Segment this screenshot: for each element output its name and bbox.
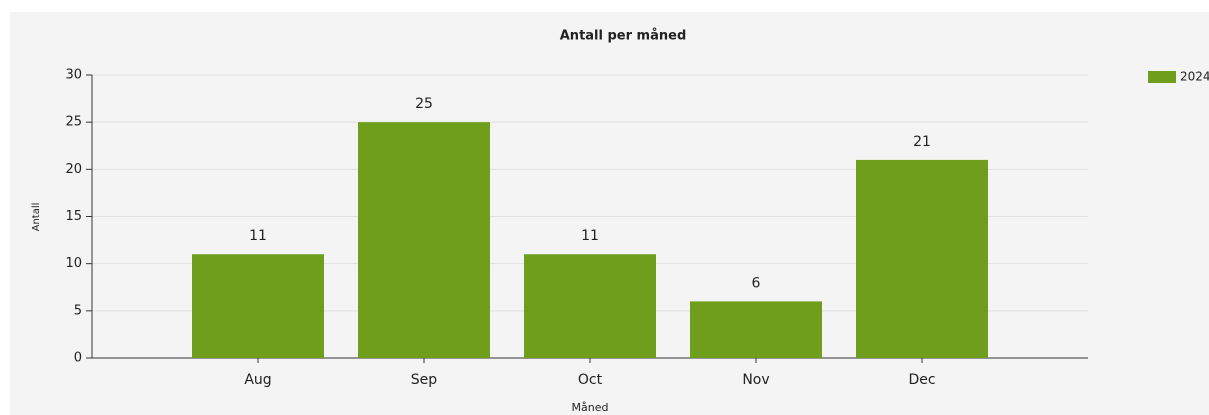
bar xyxy=(524,254,656,358)
x-axis-label: Måned xyxy=(572,401,609,414)
value-label: 21 xyxy=(913,134,931,150)
bar xyxy=(856,159,988,358)
bar xyxy=(690,301,822,358)
legend-swatch xyxy=(1148,71,1176,83)
chart-title: Antall per måned xyxy=(560,29,687,44)
value-label: 11 xyxy=(249,228,267,244)
x-tick-label: Sep xyxy=(411,372,438,388)
y-tick-label: 30 xyxy=(65,68,82,83)
x-tick-label: Nov xyxy=(742,372,769,388)
x-tick-label: Aug xyxy=(244,372,271,388)
y-tick-label: 10 xyxy=(65,256,82,271)
value-label: 25 xyxy=(415,96,433,112)
y-axis-label: Antall xyxy=(31,203,42,232)
y-tick-label: 0 xyxy=(74,351,82,366)
x-tick-label: Dec xyxy=(908,372,935,388)
legend-label: 2024 xyxy=(1180,70,1209,84)
value-label: 6 xyxy=(752,275,761,291)
bar xyxy=(192,254,324,358)
value-label: 11 xyxy=(581,228,599,244)
x-tick-label: Oct xyxy=(578,372,603,388)
bar xyxy=(358,122,490,359)
y-tick-label: 15 xyxy=(65,209,82,224)
y-tick-label: 20 xyxy=(65,162,82,177)
y-tick-label: 5 xyxy=(74,303,82,318)
y-tick-label: 25 xyxy=(65,115,82,130)
